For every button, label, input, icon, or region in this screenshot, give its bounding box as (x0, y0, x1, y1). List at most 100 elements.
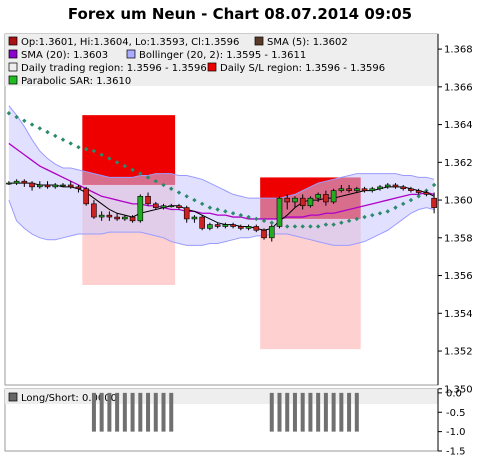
long-short-bar-0-16 (130, 392, 135, 432)
candle-31 (245, 224, 252, 231)
psar-point-49 (385, 209, 390, 214)
candle-body-43 (338, 188, 345, 191)
psar-point-44 (346, 218, 352, 224)
candle-16 (129, 215, 136, 223)
psar-point-48 (377, 211, 383, 216)
sub-y-tick-label-3: -1.5 (446, 447, 466, 457)
psar-point-18 (145, 175, 151, 180)
psar-point-1 (14, 114, 19, 120)
long-short-bar-0-17 (138, 392, 143, 432)
legend-swatch-daily_trading (8, 62, 18, 72)
legend-swatch-ohlc (8, 36, 18, 46)
bollinger-lower-line (8, 199, 435, 246)
psar-point-22 (176, 190, 182, 195)
candle-body-50 (392, 184, 399, 188)
candle-28 (222, 222, 229, 229)
candle-23 (183, 205, 190, 223)
moving-averages (8, 142, 435, 231)
long-short-bar-0-20 (161, 392, 166, 432)
psar-point-17 (138, 171, 143, 176)
candle-body-13 (106, 214, 113, 218)
candle-13 (106, 211, 113, 221)
sma5-line (8, 182, 435, 231)
psar-point-36 (285, 224, 290, 229)
psar-point-10 (83, 146, 89, 152)
bollinger-upper-line (8, 105, 435, 199)
candle-15 (122, 215, 128, 221)
candle-body-26 (207, 224, 213, 229)
psar-point-53 (416, 194, 421, 199)
candle-41 (323, 190, 329, 206)
candle-0 (6, 181, 12, 185)
bollinger-band (8, 105, 435, 246)
candle-55 (431, 192, 437, 214)
candle-body-49 (384, 184, 391, 188)
psar-point-9 (76, 145, 81, 150)
psar-point-12 (99, 152, 104, 157)
psar-point-43 (339, 220, 344, 225)
psar-point-19 (153, 178, 158, 184)
psar-point-15 (122, 163, 128, 169)
candle-20 (160, 203, 167, 210)
parabolic-sar (6, 111, 437, 229)
y-tick-label-4: 1.358 (444, 233, 473, 244)
candle-11 (91, 200, 97, 219)
long-short-bar-1-44 (347, 392, 352, 432)
legend-label-sma20: SMA (20): 1.3603 (21, 50, 108, 61)
candle-body-2 (21, 180, 28, 184)
legend-box (5, 34, 438, 86)
candle-body-4 (36, 184, 43, 188)
legend-label-psar: Parabolic SAR: 1.3610 (21, 76, 131, 87)
y-tick-label-7: 1.364 (444, 120, 473, 131)
candle-body-31 (245, 226, 252, 229)
candle-body-30 (238, 226, 244, 229)
psar-point-21 (169, 186, 174, 191)
candle-body-7 (60, 184, 66, 187)
psar-point-6 (53, 133, 58, 139)
candle-24 (191, 215, 198, 223)
long-short-bar-0-18 (146, 392, 151, 432)
psar-point-8 (68, 141, 73, 146)
legend-label-ohlc: Op:1.3601, Hi:1.3604, Lo:1.3593, Cl:1.35… (21, 37, 239, 48)
bollinger-fill (8, 105, 435, 246)
candle-body-39 (307, 197, 314, 207)
y-tick-label-8: 1.366 (444, 82, 473, 93)
candle-22 (176, 203, 182, 210)
candle-35 (276, 196, 283, 229)
candle-body-14 (114, 216, 120, 220)
candle-17 (137, 194, 144, 223)
candle-33 (261, 228, 267, 240)
y-tick-label-0: 1.350 (444, 384, 473, 395)
candle-body-17 (137, 195, 144, 222)
long-short-bar-0-11 (91, 392, 96, 432)
candle-body-29 (230, 224, 236, 227)
candle-body-35 (276, 197, 283, 227)
candle-body-44 (346, 188, 352, 191)
candle-body-9 (75, 186, 82, 190)
candle-52 (408, 186, 414, 193)
psar-point-32 (254, 216, 259, 222)
candle-body-8 (67, 184, 74, 188)
psar-point-7 (60, 137, 66, 142)
psar-point-38 (300, 224, 305, 229)
psar-point-20 (161, 182, 166, 188)
candle-18 (145, 192, 151, 206)
psar-point-34 (269, 220, 274, 225)
candle-body-48 (377, 186, 383, 190)
candle-body-22 (176, 205, 182, 208)
sub-legend-box (5, 389, 438, 404)
psar-point-33 (261, 218, 267, 224)
candle-39 (307, 196, 314, 208)
candle-body-20 (160, 205, 167, 208)
psar-point-50 (393, 205, 398, 210)
candle-body-23 (183, 207, 190, 220)
legend-label-sma5: SMA (5): 1.3602 (267, 37, 348, 48)
candle-body-38 (299, 197, 306, 207)
candle-body-53 (415, 190, 422, 193)
legend-swatch-sma20 (8, 49, 18, 59)
y-tick-label-9: 1.368 (444, 45, 473, 56)
chart-title: Forex um Neun - Chart 08.07.2014 09:05 (68, 5, 412, 23)
legend-swatch-psar (8, 75, 18, 85)
legend-swatch-daily_sl (207, 62, 217, 72)
